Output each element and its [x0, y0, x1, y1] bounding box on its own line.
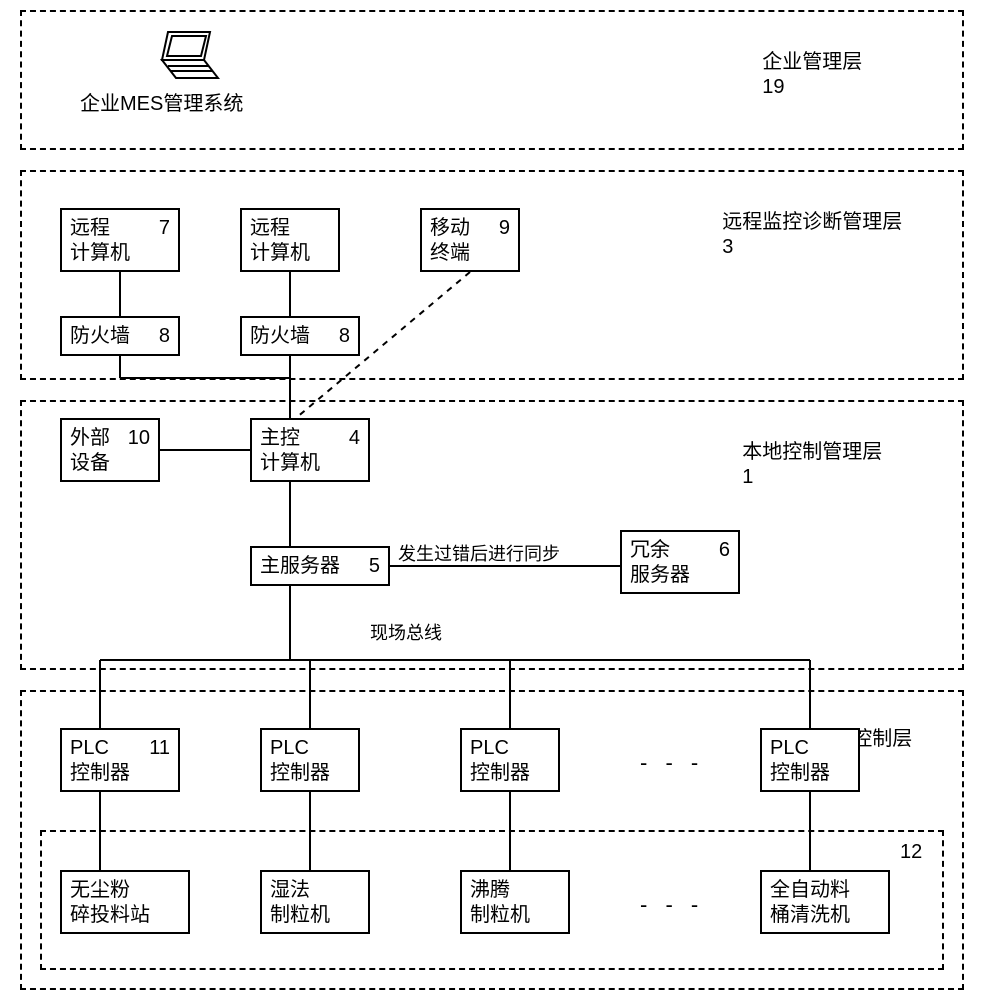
node-line1: 远程	[70, 216, 110, 241]
node-line1: 冗余	[630, 538, 670, 563]
node-line2: 服务器	[630, 563, 730, 588]
node-plc-1: PLC 11 控制器	[60, 728, 180, 792]
node-line1: 防火墙	[250, 324, 310, 349]
node-line1: PLC	[470, 736, 550, 761]
node-remote-computer-1: 远程 7 计算机	[60, 208, 180, 272]
ellipsis-device: - - -	[640, 892, 704, 918]
edge-label-sync: 发生过错后进行同步	[398, 543, 560, 566]
node-line1: 无尘粉	[70, 878, 180, 903]
node-num: 6	[719, 538, 730, 563]
node-num: 11	[149, 736, 170, 761]
node-line2: 计算机	[70, 241, 170, 266]
layer-title-remote: 远程监控诊断管理层 3	[700, 185, 902, 285]
ellipsis-plc: - - -	[640, 750, 704, 776]
node-line2: 控制器	[70, 761, 170, 786]
node-num: 8	[159, 324, 170, 349]
node-firewall-2: 防火墙 8	[240, 316, 360, 356]
node-main-server: 主服务器 5	[250, 546, 390, 586]
mes-label: 企业MES管理系统	[80, 92, 243, 117]
node-line1: PLC	[70, 736, 109, 761]
node-device-1: 无尘粉 碎投料站	[60, 870, 190, 934]
node-line2: 桶清洗机	[770, 903, 880, 928]
layer-title-text: 企业管理层	[762, 51, 862, 73]
node-num: 10	[128, 426, 150, 451]
node-line2: 设备	[70, 451, 150, 476]
node-line1: 沸腾	[470, 878, 560, 903]
diagram-canvas: 企业管理层 19 远程监控诊断管理层 3 本地控制管理层 1 现场控制层 2 企…	[0, 0, 984, 1000]
edge-label-bus: 现场总线	[370, 622, 442, 645]
node-line1: 主服务器	[260, 554, 340, 579]
node-num: 5	[369, 554, 380, 579]
node-line2: 碎投料站	[70, 903, 180, 928]
node-external-device: 外部 10 设备	[60, 418, 160, 482]
node-line2: 控制器	[270, 761, 350, 786]
node-line2: 计算机	[250, 241, 330, 266]
node-num: 4	[349, 426, 360, 451]
node-num: 7	[159, 216, 170, 241]
inner-group-num: 12	[900, 840, 922, 865]
node-line2: 计算机	[260, 451, 360, 476]
node-main-computer: 主控 4 计算机	[250, 418, 370, 482]
node-line1: PLC	[270, 736, 350, 761]
layer-title-text: 远程监控诊断管理层	[722, 211, 902, 233]
node-line2: 控制器	[770, 761, 850, 786]
node-line2: 终端	[430, 241, 510, 266]
node-mobile-terminal: 移动 9 终端	[420, 208, 520, 272]
node-redundant-server: 冗余 6 服务器	[620, 530, 740, 594]
node-plc-2: PLC 控制器	[260, 728, 360, 792]
node-line2: 制粒机	[270, 903, 360, 928]
layer-title-num: 19	[762, 76, 784, 98]
node-line1: 防火墙	[70, 324, 130, 349]
laptop-icon	[150, 30, 220, 85]
layer-title-local: 本地控制管理层 1	[720, 415, 882, 515]
node-line2: 控制器	[470, 761, 550, 786]
node-line1: 远程	[250, 216, 330, 241]
node-line1: 移动	[430, 216, 470, 241]
node-line1: 全自动料	[770, 878, 880, 903]
node-device-2: 湿法 制粒机	[260, 870, 370, 934]
layer-title-enterprise: 企业管理层 19	[740, 25, 862, 125]
node-line1: PLC	[770, 736, 850, 761]
node-line1: 外部	[70, 426, 110, 451]
node-num: 8	[339, 324, 350, 349]
node-device-3: 沸腾 制粒机	[460, 870, 570, 934]
node-num: 9	[499, 216, 510, 241]
node-line2: 制粒机	[470, 903, 560, 928]
node-firewall-1: 防火墙 8	[60, 316, 180, 356]
layer-title-text: 本地控制管理层	[742, 441, 882, 463]
node-plc-3: PLC 控制器	[460, 728, 560, 792]
node-line1: 湿法	[270, 878, 360, 903]
layer-title-num: 3	[722, 236, 733, 258]
node-remote-computer-2: 远程 计算机	[240, 208, 340, 272]
node-line1: 主控	[260, 426, 300, 451]
layer-title-num: 1	[742, 466, 753, 488]
node-device-4: 全自动料 桶清洗机	[760, 870, 890, 934]
node-plc-4: PLC 控制器	[760, 728, 860, 792]
